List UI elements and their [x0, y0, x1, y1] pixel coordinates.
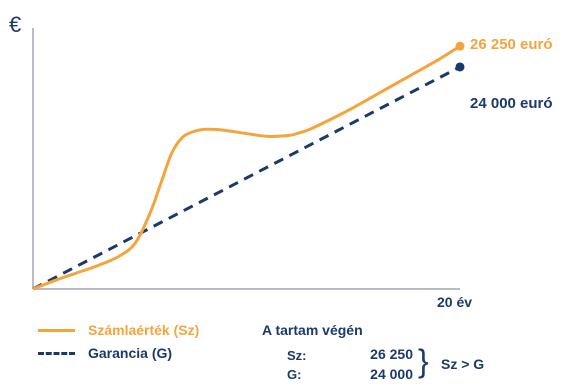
legend-item-sz: Számlaérték (Sz) — [38, 322, 199, 338]
endpoint-marker-sz — [455, 41, 465, 51]
note-value-sz: 26 250 — [370, 346, 413, 362]
x-axis-tick-label: 20 év — [437, 294, 473, 310]
series-line-szamlaertek — [32, 44, 461, 291]
note-value-g: 24 000 — [370, 366, 413, 382]
legend-label-g: Garancia (G) — [88, 345, 173, 361]
line-chart — [32, 28, 465, 291]
endpoint-marker-g — [455, 62, 465, 72]
legend-swatch-solid — [38, 328, 75, 332]
note-title: A tartam végén — [262, 322, 363, 338]
curly-brace: } — [418, 343, 429, 379]
endpoint-label-sz: 26 250 euró — [470, 36, 553, 53]
legend-label-sz: Számlaérték (Sz) — [88, 322, 200, 338]
endpoint-label-g: 24 000 euró — [470, 95, 553, 112]
note-key-sz: Sz: — [287, 348, 307, 363]
legend-item-g: Garancia (G) — [38, 345, 172, 361]
y-axis-unit: € — [9, 12, 22, 37]
series-line-garancia — [32, 65, 461, 291]
note-comparison: Sz > G — [441, 356, 485, 372]
note-key-g: G: — [287, 367, 302, 382]
legend-swatch-dashed — [38, 351, 75, 355]
